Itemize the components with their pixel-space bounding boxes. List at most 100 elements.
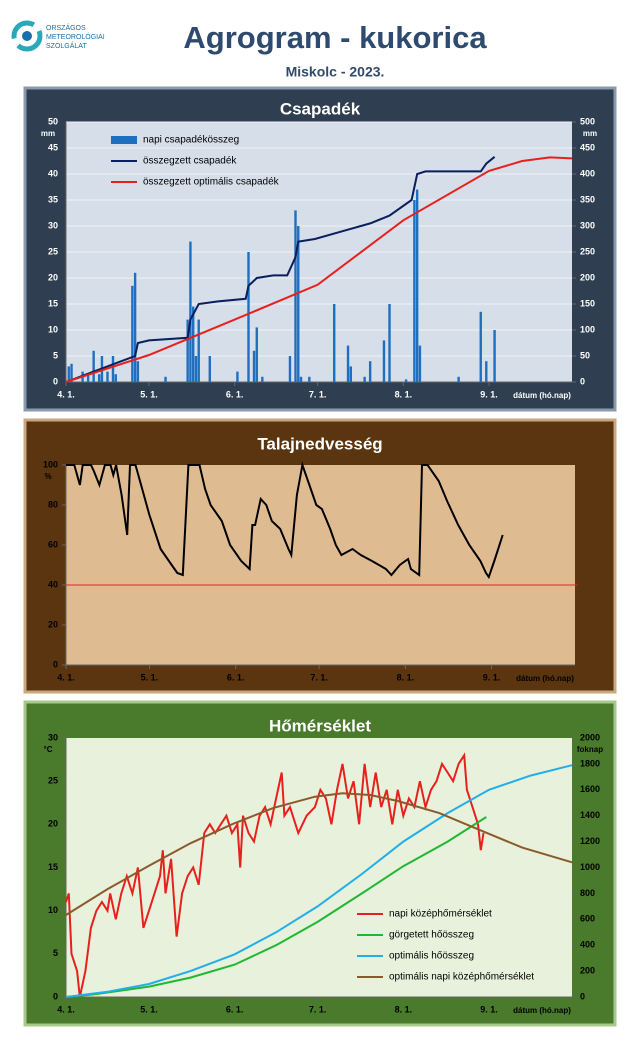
bar [493,330,496,382]
bar [191,306,195,382]
y2-tick-label: 800 [580,888,595,898]
x-tick-label: 6. 1. [227,672,245,682]
y2-tick-label: 1000 [580,862,600,872]
y-tick-label: 30 [48,220,58,230]
y-tick-label: 25 [48,776,58,786]
chart-title: Talajnedvesség [257,434,382,453]
y2-tick-label: 400 [580,940,595,950]
bar [67,366,70,382]
bar [363,376,366,382]
x-tick-label: 7. 1. [310,672,328,682]
line [65,156,573,383]
x-tick-label: 8. 1. [395,389,413,399]
bar [189,241,192,382]
x-tick-label: 9. 1. [480,389,498,399]
x-tick-label: 4. 1. [57,672,75,682]
org-line: ORSZÁGOS [46,23,86,32]
y2-tick-label: 250 [580,246,595,256]
y-tick-label: 20 [48,272,58,282]
x-tick-label: 6. 1. [226,389,244,399]
y2-tick-label: 0 [580,376,585,386]
bar [308,376,311,382]
bar [136,361,140,382]
y-tick-label: 10 [48,905,58,915]
logo: ORSZÁGOS METEOROLÓGIAI SZOLGÁLAT [11,20,105,52]
x-tick-label: 7. 1. [309,1004,327,1014]
x-tick-label: 9. 1. [483,672,501,682]
y-tick-label: 50 [48,116,58,126]
y-tick-label: 10 [48,324,58,334]
bar [194,356,198,382]
bar [333,304,336,382]
y2-tick-label: 2000 [580,732,600,742]
bar [133,272,137,382]
y2-tick-label: 100 [580,324,595,334]
y-tick-label: 80 [48,499,58,509]
bar [413,200,416,382]
bar [86,374,90,382]
x-tick-label: 4. 1. [57,1004,75,1014]
page-subtitle: Miskolc - 2023. [286,64,385,80]
x-axis-label: dátum (hó.nap) [516,674,574,683]
y2-tick-label: 450 [580,142,595,152]
page-title: Agrogram - kukorica [183,20,487,55]
y2-tick-label: 200 [580,272,595,282]
x-tick-label: 5. 1. [141,672,159,682]
x-tick-label: 9. 1. [480,1004,498,1014]
plot-area [66,465,575,665]
y-unit: °C [44,745,53,754]
bar [382,340,386,382]
bar [349,366,352,382]
bar [415,189,419,382]
y2-tick-label: 150 [580,298,595,308]
legend-label: napi középhőmérséklet [389,909,492,920]
y2-tick-label: 600 [580,914,595,924]
bar [97,374,101,382]
x-tick-label: 6. 1. [226,1004,244,1014]
x-tick-label: 7. 1. [309,389,327,399]
line [65,792,573,916]
bar [299,376,303,382]
y-tick-label: 40 [48,579,58,589]
y-tick-label: 0 [53,659,58,669]
chart-title: Hőmérséklet [269,716,371,735]
bar [418,345,422,382]
legend-label: összegzett csapadék [143,156,237,167]
bar [92,350,95,382]
bar [255,327,258,382]
y-unit: % [44,472,51,481]
y2-tick-label: 500 [580,116,595,126]
bar [186,319,189,382]
y2-tick-label: 1200 [580,836,600,846]
bar [70,363,73,382]
legend-label: napi csapadékösszeg [143,135,239,146]
y-tick-label: 5 [53,350,58,360]
org-line: SZOLGÁLAT [46,41,87,50]
y-tick-label: 15 [48,862,58,872]
org-line: METEOROLÓGIAI [46,32,105,41]
bar [297,226,300,382]
bar [404,379,408,382]
legend-label: görgetett hőösszeg [389,930,474,941]
line [65,752,485,998]
bar [208,356,211,382]
y-tick-label: 20 [48,819,58,829]
y2-tick-label: 50 [580,350,590,360]
line [65,156,496,383]
y-tick-label: 100 [43,459,58,469]
legend-label: optimális hőösszeg [389,951,474,962]
y-tick-label: 20 [48,619,58,629]
y2-unit: foknap [577,745,603,754]
bar [485,361,488,382]
bar [247,252,250,382]
legend-label: összegzett optimális csapadék [143,177,280,188]
x-tick-label: 8. 1. [395,1004,413,1014]
bar [236,371,239,382]
legend-swatch [111,136,137,144]
bar [131,285,134,382]
x-axis-label: dátum (hó.nap) [513,1006,571,1015]
y2-unit: mm [583,129,597,138]
y2-tick-label: 0 [580,991,585,1001]
